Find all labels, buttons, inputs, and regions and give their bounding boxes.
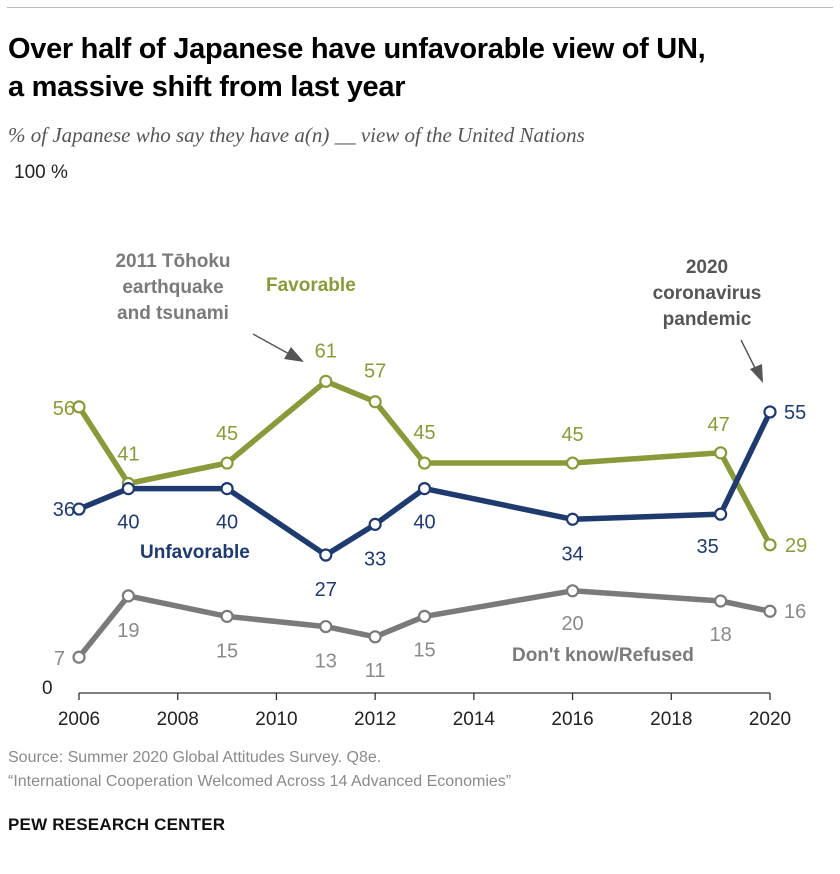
arrow-covid-shaft	[740, 339, 757, 371]
point-favorable-2011	[319, 374, 333, 388]
x-tick-label-2012: 2012	[354, 709, 396, 730]
annotation-covid-line-3: pandemic	[663, 309, 752, 330]
data-label-unfavorable-2016: 34	[561, 543, 583, 565]
annotation-covid: 2020 coronavirus pandemic	[653, 257, 762, 330]
data-label-dont-know-2011: 13	[315, 651, 337, 673]
data-label-favorable-2012: 57	[364, 361, 386, 383]
data-label-dont-know-2019: 18	[710, 624, 732, 646]
point-unfavorable-2012	[368, 517, 382, 531]
point-unfavorable-2007	[121, 482, 135, 496]
data-label-dont-know-2016: 20	[561, 613, 583, 635]
annotation-tohoku-line-2: earthquake	[122, 277, 223, 298]
chart-title: Over half of Japanese have unfavorable v…	[8, 30, 808, 106]
data-label-unfavorable-2007: 40	[117, 512, 139, 534]
legend-label-dont-know: Don't know/Refused	[512, 645, 694, 666]
x-tick-label-2010: 2010	[255, 709, 297, 730]
x-tick-label-2020: 2020	[749, 709, 791, 730]
data-label-favorable-2019: 47	[708, 414, 730, 436]
point-dont-know-2012	[368, 630, 382, 644]
data-label-dont-know-2006: 7	[54, 648, 65, 670]
data-label-unfavorable-2020: 55	[784, 402, 806, 424]
title-line-2: a massive shift from last year	[8, 71, 406, 103]
legend-label-unfavorable: Unfavorable	[140, 542, 250, 563]
chart-subtitle: % of Japanese who say they have a(n) __ …	[8, 123, 585, 147]
arrow-covid-head	[750, 364, 763, 383]
point-favorable-2016	[565, 456, 580, 470]
point-dont-know-2019	[714, 594, 728, 608]
title-line-1: Over half of Japanese have unfavorable v…	[8, 33, 706, 65]
point-favorable-2013	[417, 456, 432, 470]
data-label-favorable-2013: 45	[413, 422, 435, 444]
annotation-tohoku: 2011 Tōhoku earthquake and tsunami	[115, 251, 230, 324]
point-dont-know-2006	[72, 650, 86, 664]
x-tick-label-2018: 2018	[650, 709, 692, 730]
brand-name: PEW RESEARCH CENTER	[8, 815, 226, 834]
data-label-unfavorable-2012: 33	[364, 548, 386, 570]
point-unfavorable-2016	[565, 512, 580, 526]
x-tick-label-2014: 2014	[453, 709, 496, 730]
point-favorable-2006	[72, 400, 86, 414]
point-unfavorable-2019	[714, 507, 728, 521]
point-unfavorable-2006	[72, 502, 86, 516]
line-chart: 100 % 0 2006 2008 2010 2012 2014 2016 2018 2020…	[14, 162, 808, 730]
point-dont-know-2016	[565, 584, 580, 598]
annotation-arrow-covid	[740, 339, 763, 383]
point-dont-know-2011	[319, 619, 333, 634]
data-labels: 56 41 45 61 57 45 45 47 29 36 40 40 27 33 40 34 35 55 7 19 1…	[53, 340, 808, 681]
point-unfavorable-2009	[220, 482, 234, 496]
data-label-dont-know-2009: 15	[216, 640, 238, 662]
point-dont-know-2013	[417, 609, 432, 623]
point-favorable-2012	[368, 395, 382, 409]
x-tick-label-2008: 2008	[157, 709, 199, 730]
data-label-dont-know-2007: 19	[117, 620, 139, 642]
point-favorable-2019	[714, 446, 728, 460]
data-label-favorable-2020: 29	[785, 535, 807, 557]
top-rule	[7, 7, 833, 8]
series-points	[72, 374, 777, 664]
annotation-arrow-tohoku	[252, 333, 304, 362]
data-label-favorable-2011: 61	[315, 340, 337, 362]
data-label-dont-know-2020: 16	[784, 601, 806, 623]
data-label-favorable-2016: 45	[561, 424, 583, 446]
point-favorable-2020	[763, 538, 777, 552]
point-dont-know-2007	[121, 589, 135, 603]
x-tick-label-2016: 2016	[551, 709, 593, 730]
data-label-favorable-2006: 56	[53, 398, 75, 420]
x-tick-label-2006: 2006	[58, 709, 100, 730]
data-label-unfavorable-2006: 36	[53, 499, 75, 521]
annotation-tohoku-line-1: 2011 Tōhoku	[115, 251, 230, 272]
data-label-dont-know-2012: 11	[365, 660, 386, 682]
point-unfavorable-2011	[319, 548, 333, 562]
arrow-tohoku-head	[284, 347, 304, 362]
point-unfavorable-2020	[763, 405, 777, 419]
annotation-tohoku-line-3: and tsunami	[117, 303, 229, 324]
data-label-favorable-2007: 41	[117, 443, 139, 465]
point-favorable-2009	[220, 456, 234, 470]
data-label-dont-know-2013: 15	[413, 639, 435, 661]
x-axis-ticks: 2006 2008 2010 2012 2014 2016 2018 2020	[58, 693, 791, 730]
point-dont-know-2009	[220, 609, 234, 623]
data-label-unfavorable-2013: 40	[413, 512, 435, 534]
source-note: Source: Summer 2020 Global Attitudes Sur…	[8, 746, 511, 794]
point-dont-know-2020	[763, 604, 777, 618]
data-label-unfavorable-2019: 35	[697, 536, 719, 558]
annotation-covid-line-1: 2020	[686, 257, 728, 278]
report-line: “International Cooperation Welcomed Acro…	[8, 773, 512, 790]
y-axis-zero-label: 0	[42, 678, 53, 699]
data-label-unfavorable-2009: 40	[216, 512, 238, 534]
data-label-unfavorable-2011: 27	[315, 579, 337, 601]
data-label-favorable-2009: 45	[216, 423, 238, 445]
point-unfavorable-2013	[417, 482, 432, 496]
y-axis-top-label: 100 %	[14, 162, 68, 183]
arrow-tohoku-shaft	[252, 333, 292, 356]
source-line: Source: Summer 2020 Global Attitudes Sur…	[8, 749, 382, 766]
annotation-covid-line-2: coronavirus	[653, 283, 762, 304]
legend-label-favorable: Favorable	[266, 275, 356, 296]
